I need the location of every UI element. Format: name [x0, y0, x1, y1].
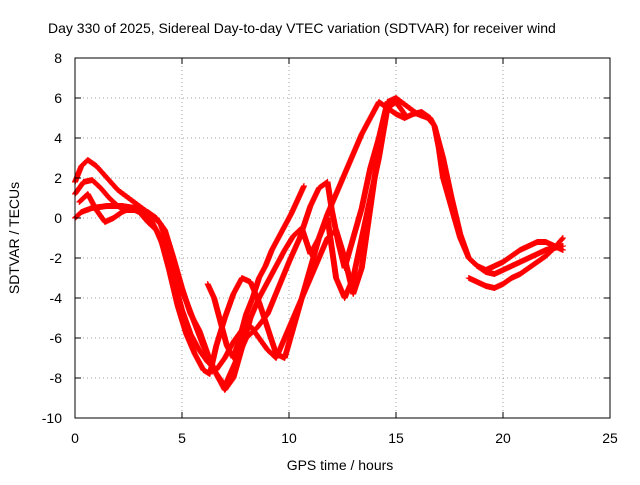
series-5-markers: [465, 235, 566, 291]
x-axis-label: GPS time / hours: [287, 457, 394, 473]
series-6: [204, 183, 307, 361]
x-tick-label: 20: [495, 430, 511, 446]
y-tick-label: 0: [54, 210, 62, 226]
y-tick-label: 4: [54, 130, 62, 146]
y-tick-label: -8: [50, 370, 63, 386]
series-4-markers: [76, 145, 382, 373]
x-tick-label: 25: [602, 430, 618, 446]
series-4: [76, 145, 382, 373]
axis-ticks: 0 5 10 15 20 25 -10 -8 -6 -4 -2 0 2 4 6 8: [42, 50, 618, 446]
x-tick-label: 10: [281, 430, 297, 446]
y-tick-label: -4: [50, 290, 63, 306]
series-5: [465, 235, 566, 291]
y-tick-label: -10: [42, 410, 62, 426]
y-tick-label: -2: [50, 250, 63, 266]
y-axis-label: SDTVAR / TECUs: [6, 182, 22, 294]
y-tick-label: 2: [54, 170, 62, 186]
y-tick-label: -6: [50, 330, 63, 346]
grid-layer: [75, 58, 610, 418]
x-tick-label: 5: [178, 430, 186, 446]
series-6-markers: [204, 183, 307, 361]
plot-frame: [74, 57, 611, 419]
chart-title: Day 330 of 2025, Sidereal Day-to-day VTE…: [48, 20, 556, 36]
y-tick-label: 8: [54, 50, 62, 66]
x-tick-label: 15: [388, 430, 404, 446]
y-tick-label: 6: [54, 90, 62, 106]
x-tick-label: 0: [71, 430, 79, 446]
data-points: [72, 95, 566, 393]
